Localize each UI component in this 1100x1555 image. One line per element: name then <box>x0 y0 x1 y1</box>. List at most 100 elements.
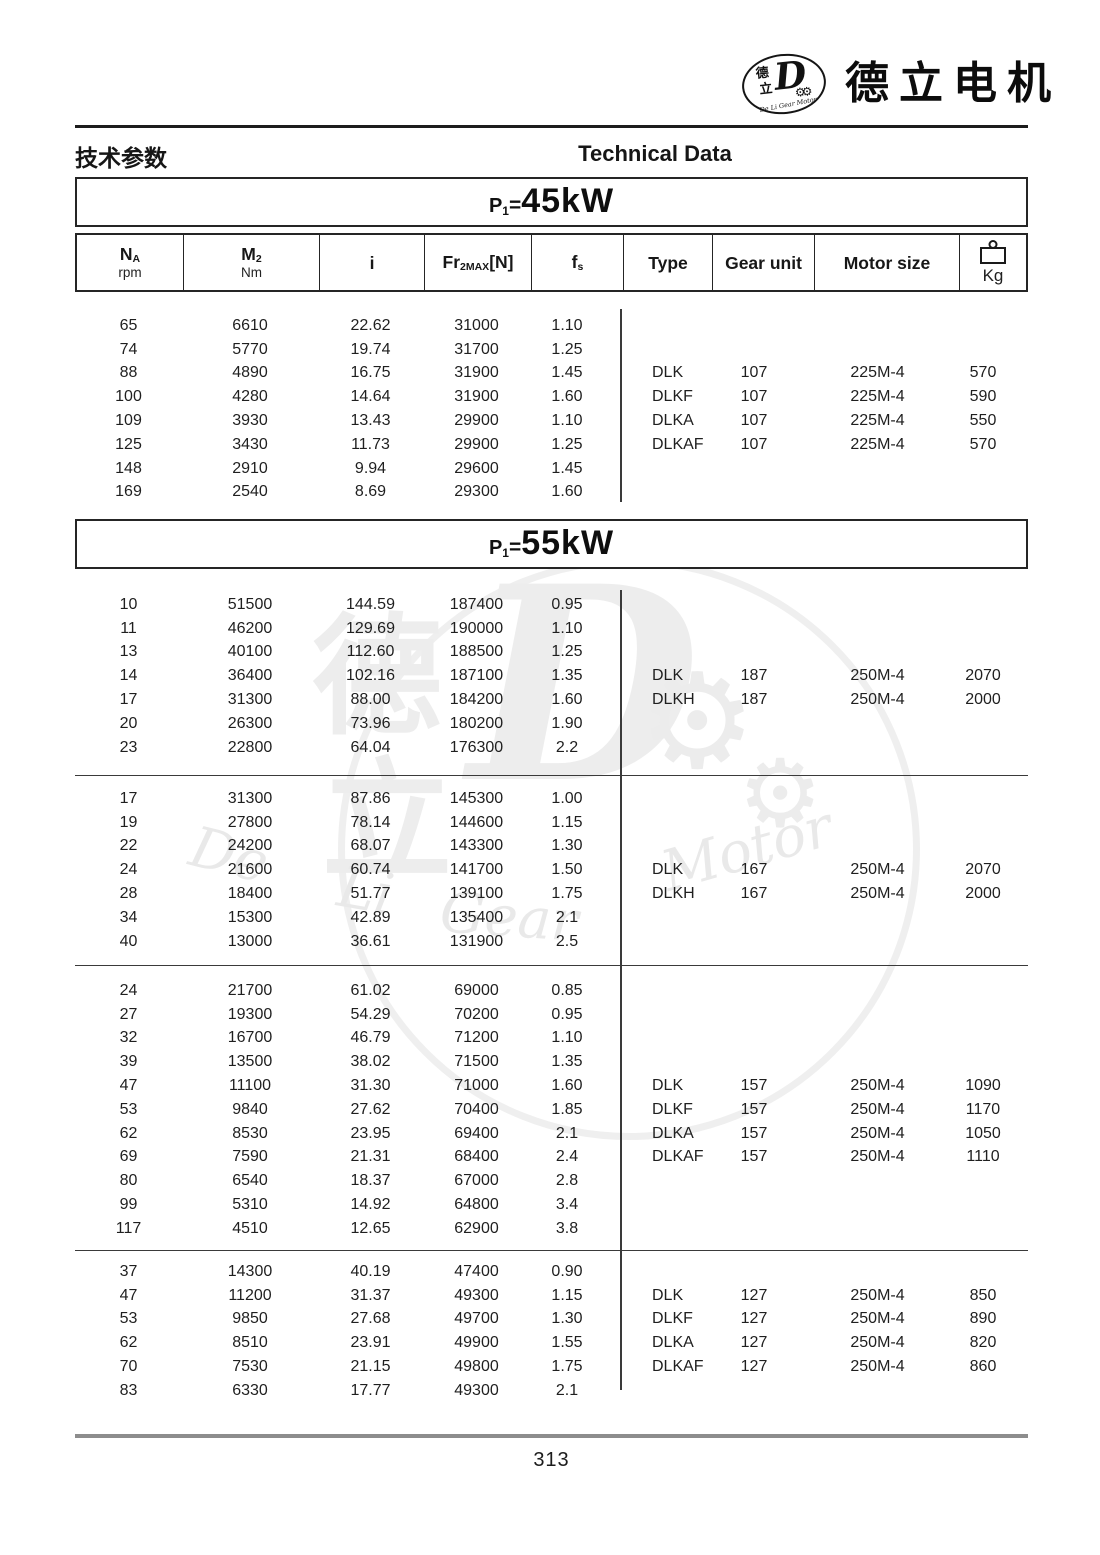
cell-m2: 11100 <box>228 1077 272 1095</box>
watermark-cn-top: 德 <box>312 600 443 753</box>
cell-fr2max: 131900 <box>449 932 504 950</box>
cell-i: 14.92 <box>350 1196 391 1214</box>
cell-type: DLKH <box>652 691 695 709</box>
cell-fs: 2.1 <box>555 908 579 926</box>
table-row: 22 24200 68.07 143300 1.30 <box>75 835 1028 859</box>
type-block: DLK 157 250M-4 1090 DLKF 157 250M-4 1170 DLKA 157… <box>624 1074 1028 1169</box>
watermark-cn-bottom: 立 <box>322 744 453 897</box>
cell-type: DLKAF <box>652 1148 704 1166</box>
cell-fr2max: 29300 <box>454 483 499 501</box>
cell-na: 32 <box>119 1029 138 1047</box>
cell-gear-unit: 127 <box>740 1286 768 1304</box>
type-row: DLKH 187 250M-4 2000 <box>624 688 1028 712</box>
cell-motor-size: 250M-4 <box>850 1310 905 1328</box>
header-label: Fr2MAX[N] <box>443 252 514 273</box>
cell-type: DLKA <box>652 1124 694 1142</box>
cell-weight: 850 <box>969 1286 997 1304</box>
cell-type: DLKA <box>652 1334 694 1352</box>
power-prefix: P1= <box>489 194 521 218</box>
table-row: 32 16700 46.79 71200 1.10 <box>75 1027 1028 1051</box>
cell-m2: 26300 <box>227 714 273 732</box>
type-block: DLK 187 250M-4 2070 DLKH 187 250M-4 2000 <box>624 664 1028 712</box>
cell-gear-unit: 107 <box>740 412 768 430</box>
table-row: 13 40100 112.60 188500 1.25 <box>75 641 1028 665</box>
table-row: 65 6610 22.62 31000 1.10 <box>75 314 1028 338</box>
cell-na: 65 <box>119 316 138 334</box>
brand-logo: 德 立 D ⚙⚙ De Li Gear Motor <box>739 49 832 122</box>
cell-fs: 1.10 <box>551 412 583 430</box>
cell-motor-size: 250M-4 <box>850 1334 905 1352</box>
cell-motor-size: 225M-4 <box>850 364 905 382</box>
cell-fs: 2.2 <box>555 738 579 756</box>
table-row: 74 5770 19.74 31700 1.25 <box>75 338 1028 362</box>
type-block: DLK 127 250M-4 850 DLKF 127 250M-4 890 DLKA 127 25… <box>624 1284 1028 1379</box>
cell-type: DLKF <box>652 1100 693 1118</box>
type-row: DLKA 127 250M-4 820 <box>624 1331 1028 1355</box>
table-row: 169 2540 8.69 29300 1.60 <box>75 481 1028 505</box>
cell-m2: 36400 <box>227 667 273 685</box>
cell-i: 17.77 <box>350 1381 391 1399</box>
cell-i: 12.65 <box>350 1219 391 1237</box>
cell-fr2max: 47400 <box>454 1262 499 1280</box>
cell-na: 69 <box>119 1148 138 1166</box>
cell-m2: 16700 <box>227 1029 273 1047</box>
table-row: 62 8530 23.95 69400 2.1 <box>75 1122 1028 1146</box>
table-row: 14 36400 102.16 187100 1.35 <box>75 664 1028 688</box>
col-header-m2: M2 Nm <box>184 235 320 290</box>
cell-i: 87.86 <box>350 789 391 807</box>
cell-type: DLK <box>652 1286 684 1304</box>
col-header-i: i <box>320 235 425 290</box>
cell-na: 74 <box>119 340 138 358</box>
cell-fr2max: 31700 <box>454 340 499 358</box>
cell-i: 21.31 <box>350 1148 391 1166</box>
cell-na: 83 <box>119 1381 138 1399</box>
cell-na: 100 <box>115 388 142 406</box>
cell-fr2max: 31900 <box>454 388 499 406</box>
cell-i: 18.37 <box>350 1172 391 1190</box>
table-group-55kw-187: 10 51500 144.59 187400 0.95 11 46200 129.69 1900… <box>75 580 1028 775</box>
cell-fs: 1.45 <box>551 364 583 382</box>
cell-motor-size: 250M-4 <box>850 885 905 903</box>
cell-motor-size: 250M-4 <box>850 1124 905 1142</box>
cell-m2: 51500 <box>227 595 273 613</box>
cell-i: 23.95 <box>350 1124 391 1142</box>
cell-na: 27 <box>119 1005 138 1023</box>
cell-fr2max: 187100 <box>449 667 504 685</box>
power-sub: 1 <box>502 204 509 218</box>
cell-fr2max: 188500 <box>449 643 504 661</box>
cell-na: 19 <box>119 813 138 831</box>
header-subscript: 2 <box>255 253 262 266</box>
power-title-55kw: P1=55kW <box>75 519 1028 569</box>
header-label: Type <box>648 253 688 273</box>
cell-fr2max: 144600 <box>449 813 504 831</box>
cell-fs: 1.55 <box>551 1334 583 1352</box>
table-group-55kw-167: 17 31300 87.86 145300 1.00 19 27800 78.14 144600… <box>75 775 1028 965</box>
cell-i: 42.89 <box>350 908 391 926</box>
header-label: M2 <box>241 244 261 265</box>
cell-fr2max: 49900 <box>454 1334 499 1352</box>
cell-gear-unit: 127 <box>740 1334 768 1352</box>
cell-m2: 2910 <box>232 459 268 477</box>
cell-fs: 1.25 <box>551 340 583 358</box>
cell-fr2max: 29600 <box>454 459 499 477</box>
type-block: DLK 107 225M-4 570 DLKF 107 225M-4 590 DLKA 107 22… <box>624 362 1028 457</box>
cell-na: 11 <box>120 619 137 637</box>
type-row: DLKAF 127 250M-4 860 <box>624 1355 1028 1379</box>
cell-m2: 9840 <box>232 1100 268 1118</box>
cell-m2: 6540 <box>232 1172 268 1190</box>
cell-fs: 1.15 <box>551 813 583 831</box>
equals-sign: = <box>508 536 522 559</box>
cell-fr2max: 184200 <box>449 691 504 709</box>
cell-na: 62 <box>119 1334 138 1352</box>
data-rows: 10 51500 144.59 187400 0.95 11 46200 129.69 1900… <box>75 580 1028 760</box>
cell-motor-size: 250M-4 <box>850 1286 905 1304</box>
cell-gear-unit: 107 <box>740 435 768 453</box>
cell-gear-unit: 127 <box>740 1310 768 1328</box>
cell-type: DLKF <box>652 1310 693 1328</box>
header-unit: Nm <box>241 265 262 281</box>
cell-i: 73.96 <box>350 714 391 732</box>
cell-m2: 13500 <box>227 1053 273 1071</box>
header-divider <box>75 125 1028 128</box>
cell-fr2max: 29900 <box>454 435 499 453</box>
